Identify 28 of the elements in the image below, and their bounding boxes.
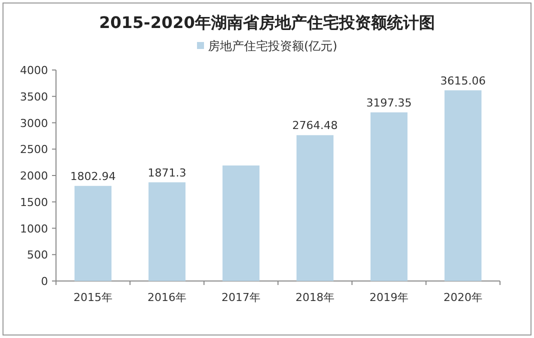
- data-label: 3197.35: [366, 96, 412, 110]
- x-tick-label: 2018年: [296, 291, 334, 304]
- y-tick-label: 2000: [20, 170, 48, 182]
- data-label: 2764.48: [292, 119, 338, 132]
- legend-label: 房地产住宅投资额(亿元): [208, 39, 338, 53]
- x-tick-label: 2015年: [74, 291, 112, 304]
- x-tick-label: 2016年: [148, 291, 186, 304]
- bar: [148, 182, 186, 281]
- bar: [222, 165, 260, 281]
- y-tick-label: 3500: [20, 90, 48, 104]
- y-tick-label: 1000: [20, 222, 48, 236]
- y-tick-label: 2500: [20, 143, 48, 156]
- data-label: 1871.3: [148, 166, 186, 180]
- x-tick-label: 2020年: [444, 291, 482, 304]
- y-tick-label: 4000: [20, 64, 48, 77]
- bar: [296, 135, 334, 281]
- y-tick-label: 0: [41, 275, 48, 288]
- y-tick-label: 500: [27, 248, 48, 262]
- chart-title: 2015-2020年湖南省房地产住宅投资额统计图: [99, 13, 435, 32]
- data-label: 3615.06: [440, 74, 486, 88]
- bar: [370, 112, 408, 281]
- y-tick-label: 1500: [20, 196, 48, 209]
- bar: [444, 90, 482, 281]
- bar: [74, 186, 112, 281]
- data-label: 1802.94: [70, 170, 116, 183]
- x-tick-label: 2017年: [222, 291, 260, 304]
- x-tick-label: 2019年: [370, 291, 408, 304]
- y-tick-label: 3000: [20, 116, 48, 130]
